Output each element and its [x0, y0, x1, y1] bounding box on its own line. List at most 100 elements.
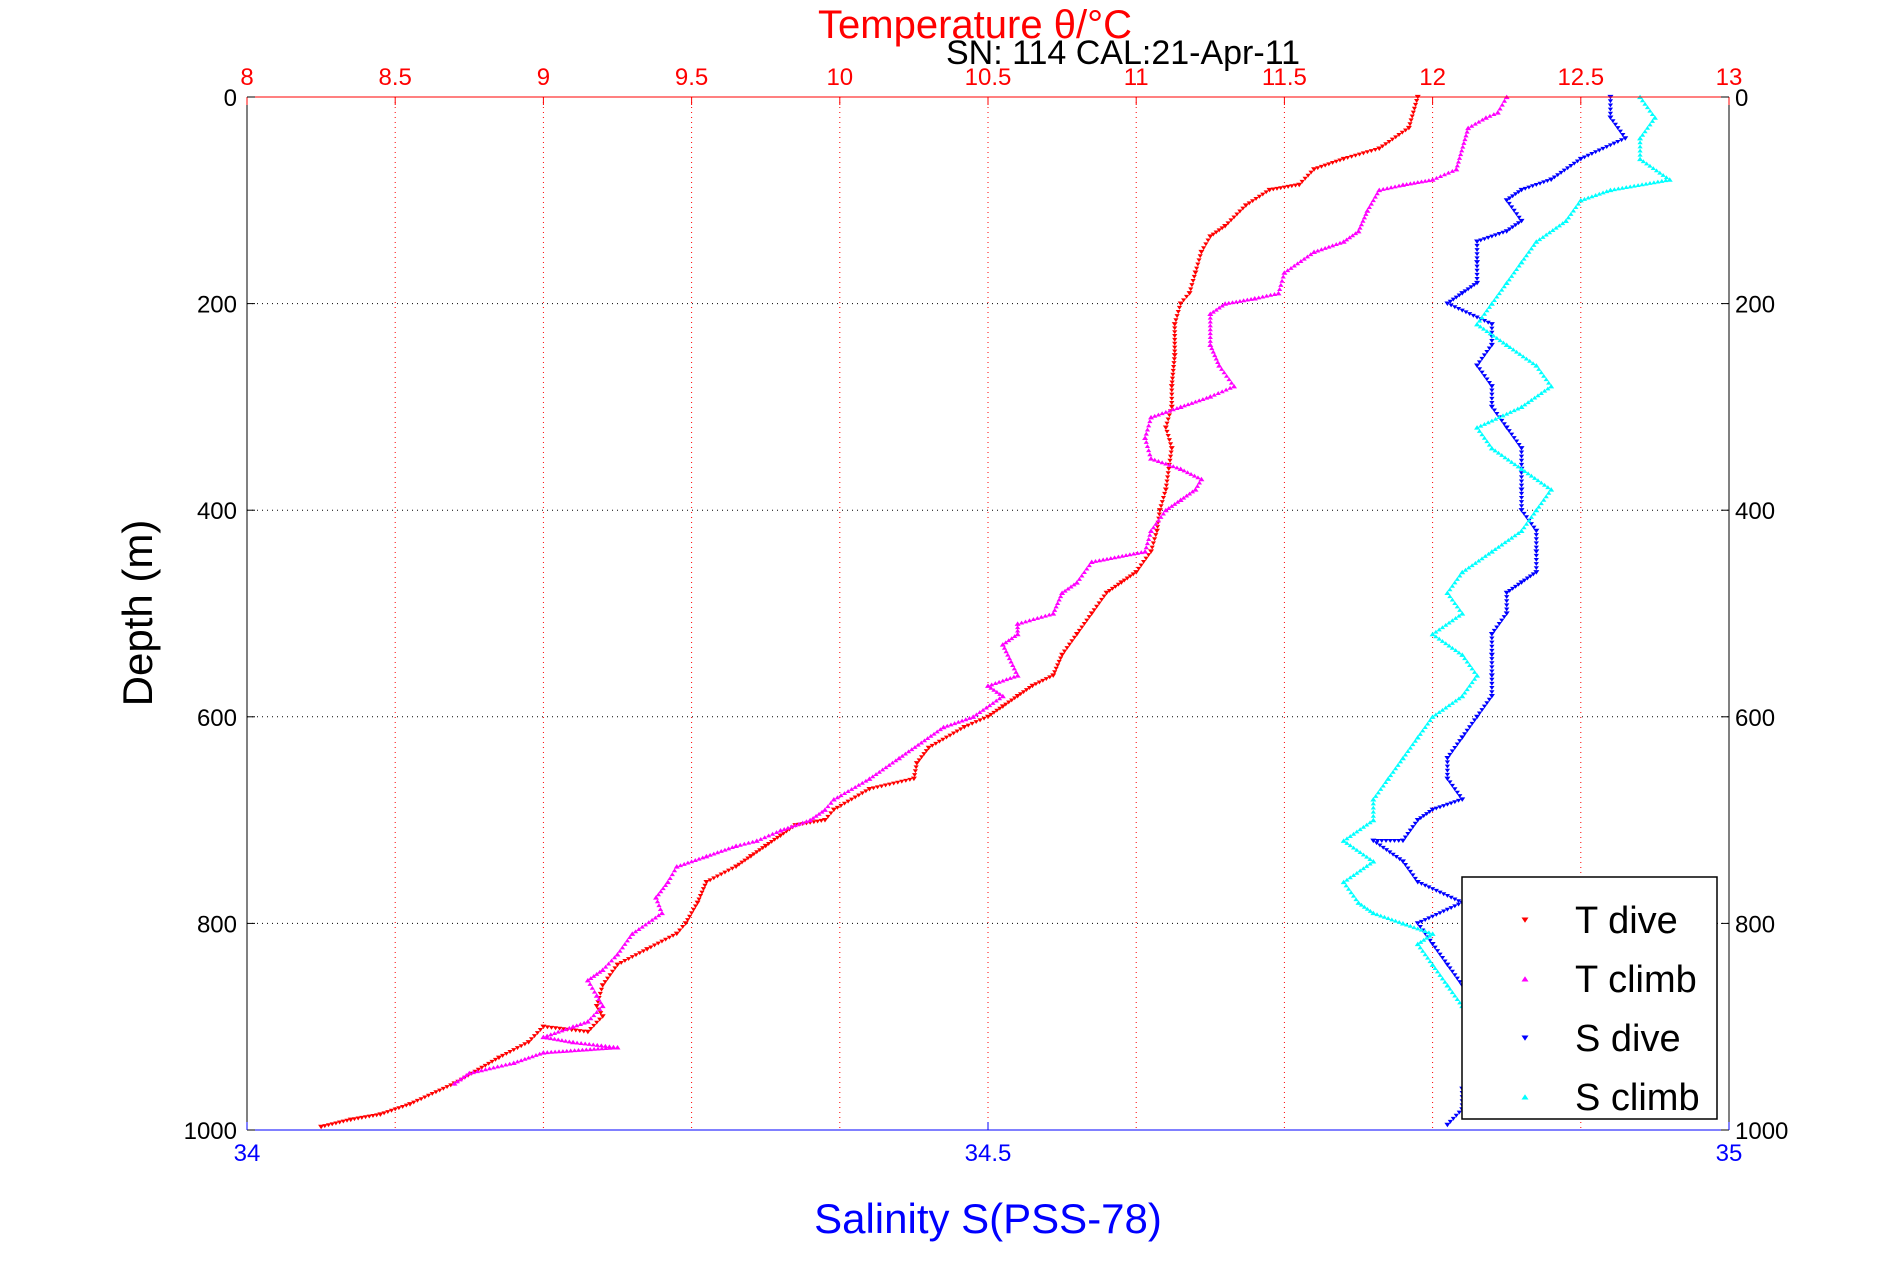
- data-point: [607, 1045, 613, 1050]
- data-point: [947, 733, 953, 738]
- data-point: [739, 860, 745, 865]
- data-point: [1433, 175, 1440, 180]
- data-point: [644, 947, 651, 952]
- data-point: [814, 819, 821, 824]
- data-point: [1427, 718, 1433, 723]
- data-point: [1210, 349, 1216, 354]
- data-point: [1635, 183, 1641, 187]
- data-point: [1143, 431, 1149, 436]
- data-point: [1484, 377, 1490, 382]
- data-point: [1469, 666, 1475, 671]
- data-point: [1240, 206, 1246, 211]
- data-point: [849, 787, 855, 791]
- data-point: [1464, 728, 1470, 733]
- data-point: [653, 895, 660, 900]
- data-point: [1454, 976, 1460, 981]
- data-point: [574, 1023, 580, 1028]
- data-point: [1301, 256, 1307, 261]
- data-point: [1455, 306, 1462, 311]
- data-point: [1509, 459, 1515, 464]
- data-point: [1412, 876, 1418, 881]
- data-point: [1649, 119, 1656, 123]
- data-point: [1001, 645, 1008, 650]
- data-point: [1447, 966, 1453, 971]
- data-point: [574, 1040, 580, 1045]
- data-point: [845, 799, 851, 804]
- data-point: [1481, 318, 1488, 323]
- data-point: [1457, 607, 1463, 612]
- data-point: [1452, 580, 1458, 585]
- data-point: [1404, 182, 1410, 186]
- data-point: [1415, 180, 1421, 185]
- tick-label-left: 400: [197, 498, 237, 525]
- data-point: [1166, 462, 1173, 467]
- data-point: [685, 860, 691, 865]
- data-point: [1488, 445, 1495, 451]
- data-point: [1414, 818, 1421, 823]
- data-point: [1231, 215, 1237, 220]
- data-point: [1422, 918, 1428, 923]
- data-point: [1130, 572, 1136, 577]
- data-point: [1449, 749, 1455, 754]
- data-point: [622, 959, 628, 963]
- data-point: [1459, 693, 1466, 699]
- data-point: [1228, 380, 1235, 385]
- series-s-climb: [1340, 94, 1673, 1009]
- data-point: [1611, 141, 1617, 146]
- data-point: [830, 807, 837, 813]
- data-point: [921, 752, 927, 757]
- data-point: [1492, 233, 1499, 238]
- data-point: [1518, 462, 1525, 467]
- data-point: [1471, 718, 1478, 723]
- tick-label-top: 10.5: [965, 64, 1012, 91]
- data-point: [1453, 698, 1459, 703]
- y-axis-label: Depth (m): [114, 520, 161, 707]
- data-point: [1213, 307, 1219, 312]
- data-point: [1492, 448, 1498, 453]
- data-point: [1469, 721, 1475, 726]
- data-point: [433, 1090, 439, 1095]
- data-point: [597, 969, 603, 974]
- data-point: [1162, 491, 1168, 496]
- data-point: [936, 739, 942, 744]
- data-point: [1429, 807, 1436, 813]
- data-point: [1099, 597, 1105, 602]
- data-point: [1444, 764, 1451, 769]
- data-point: [1436, 636, 1442, 641]
- data-point: [1018, 692, 1024, 697]
- data-point: [703, 879, 710, 885]
- data-point: [583, 1047, 589, 1052]
- data-point: [1197, 254, 1203, 259]
- data-point: [1376, 187, 1383, 193]
- data-point: [1177, 497, 1184, 502]
- data-point: [1112, 555, 1118, 560]
- data-point: [1155, 459, 1162, 463]
- data-point: [985, 683, 991, 688]
- data-point: [599, 967, 606, 972]
- data-point: [1452, 904, 1458, 909]
- data-point: [919, 755, 925, 760]
- data-point: [1452, 897, 1458, 902]
- data-point: [1127, 552, 1133, 557]
- data-point: [1533, 549, 1540, 554]
- data-point: [544, 1050, 550, 1055]
- data-point: [1198, 476, 1205, 482]
- data-point: [1500, 340, 1507, 345]
- data-point: [1219, 303, 1225, 308]
- data-point: [903, 778, 909, 783]
- data-point: [1533, 239, 1540, 244]
- data-point: [1484, 349, 1490, 354]
- data-point: [915, 742, 921, 747]
- data-point: [1510, 347, 1516, 352]
- data-point: [1393, 135, 1399, 140]
- data-point: [1152, 457, 1158, 462]
- data-point: [1010, 663, 1016, 667]
- data-point: [1228, 218, 1234, 223]
- data-point: [561, 1027, 567, 1032]
- data-point: [575, 1047, 582, 1052]
- data-point: [1003, 702, 1009, 707]
- data-point: [1148, 456, 1155, 461]
- data-point: [1086, 615, 1092, 620]
- data-point: [1405, 866, 1411, 871]
- data-point: [1115, 554, 1122, 559]
